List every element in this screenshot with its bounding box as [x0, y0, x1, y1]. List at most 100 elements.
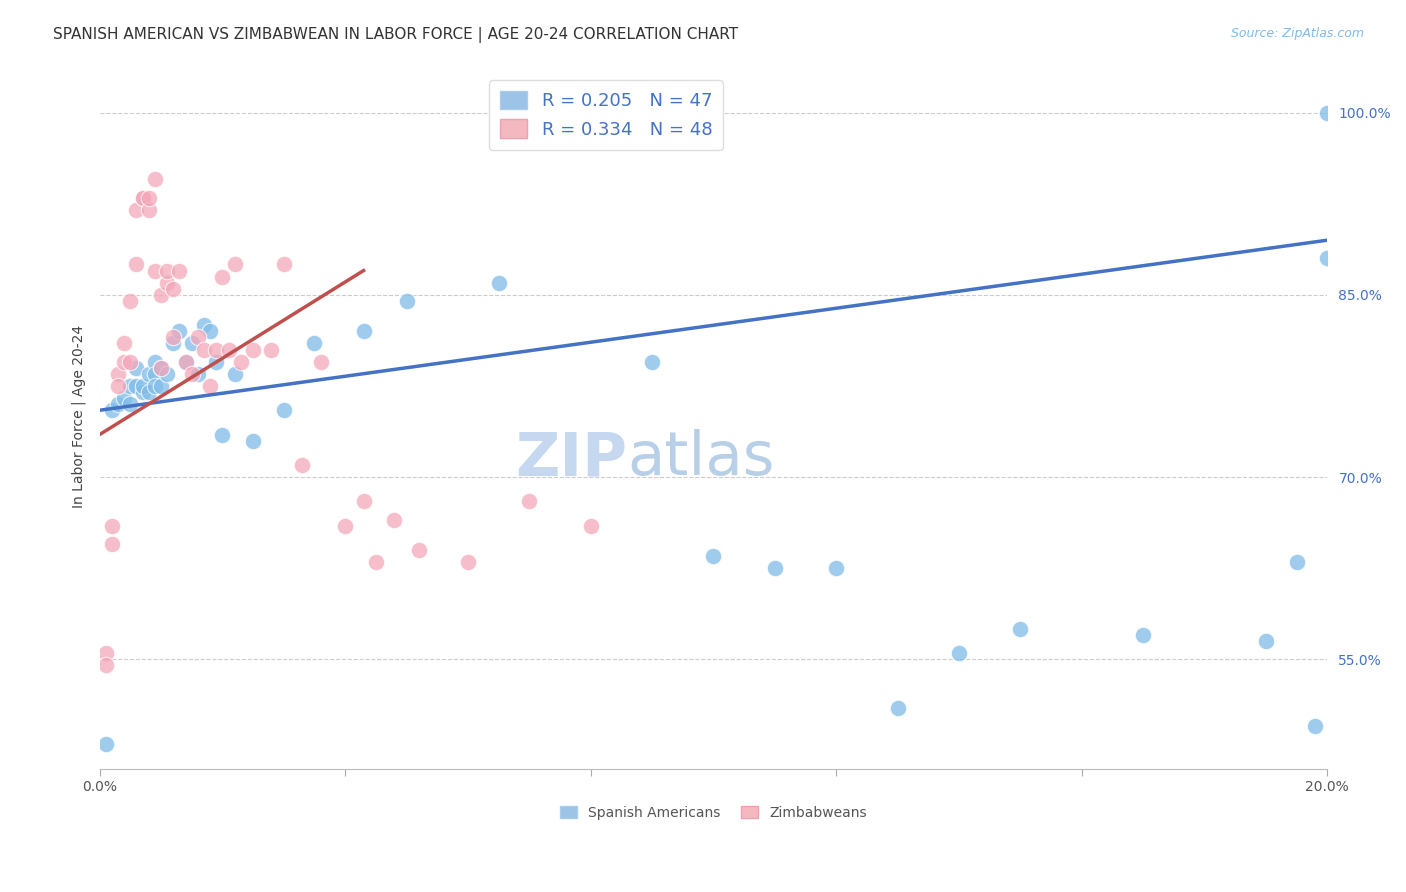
Point [224, 258, 246, 272]
Point [1303, 719, 1326, 733]
Point [205, 343, 228, 357]
Point [94, 646, 117, 660]
Point [138, 367, 160, 381]
Point [1316, 252, 1339, 266]
Point [273, 258, 295, 272]
Point [150, 360, 173, 375]
Text: Source: ZipAtlas.com: Source: ZipAtlas.com [1230, 27, 1364, 40]
Point [309, 354, 332, 368]
Point [260, 343, 283, 357]
Point [187, 367, 209, 381]
Point [101, 403, 124, 417]
Point [112, 391, 135, 405]
Point [125, 202, 148, 217]
Point [211, 269, 233, 284]
Point [1254, 634, 1277, 648]
Point [169, 263, 191, 277]
Point [94, 658, 117, 673]
Point [107, 379, 129, 393]
Point [579, 518, 602, 533]
Point [382, 512, 405, 526]
Point [517, 494, 540, 508]
Point [169, 324, 191, 338]
Text: ZIP: ZIP [516, 429, 627, 488]
Point [125, 379, 148, 393]
Point [218, 343, 240, 357]
Point [143, 367, 166, 381]
Point [242, 434, 264, 448]
Point [174, 354, 197, 368]
Point [162, 336, 184, 351]
Point [242, 343, 264, 357]
Point [120, 293, 142, 308]
Point [641, 354, 664, 368]
Point [886, 701, 908, 715]
Point [1285, 555, 1308, 569]
Text: atlas: atlas [627, 429, 775, 488]
Point [120, 397, 142, 411]
Point [198, 379, 221, 393]
Legend: Spanish Americans, Zimbabweans: Spanish Americans, Zimbabweans [555, 800, 872, 825]
Point [131, 191, 153, 205]
Point [395, 293, 418, 308]
Point [143, 379, 166, 393]
Point [187, 330, 209, 344]
Point [156, 367, 179, 381]
Point [131, 379, 153, 393]
Point [193, 343, 215, 357]
Point [138, 202, 160, 217]
Point [353, 494, 375, 508]
Point [291, 458, 314, 472]
Point [1132, 628, 1154, 642]
Point [205, 354, 228, 368]
Point [408, 543, 430, 558]
Point [156, 263, 179, 277]
Point [273, 403, 295, 417]
Point [333, 518, 356, 533]
Point [488, 276, 510, 290]
Point [101, 537, 124, 551]
Point [180, 367, 202, 381]
Y-axis label: In Labor Force | Age 20-24: In Labor Force | Age 20-24 [72, 325, 86, 508]
Point [457, 555, 479, 569]
Point [107, 367, 129, 381]
Point [211, 427, 233, 442]
Point [131, 385, 153, 400]
Point [162, 330, 184, 344]
Point [224, 367, 246, 381]
Point [138, 191, 160, 205]
Point [143, 263, 166, 277]
Point [143, 354, 166, 368]
Point [162, 282, 184, 296]
Point [825, 561, 848, 575]
Point [1316, 105, 1339, 120]
Point [94, 737, 117, 751]
Point [112, 336, 135, 351]
Point [112, 354, 135, 368]
Point [150, 379, 173, 393]
Point [107, 397, 129, 411]
Point [143, 172, 166, 186]
Point [131, 191, 153, 205]
Point [229, 354, 252, 368]
Point [304, 336, 326, 351]
Point [353, 324, 375, 338]
Point [150, 360, 173, 375]
Point [1010, 622, 1032, 636]
Point [364, 555, 387, 569]
Text: SPANISH AMERICAN VS ZIMBABWEAN IN LABOR FORCE | AGE 20-24 CORRELATION CHART: SPANISH AMERICAN VS ZIMBABWEAN IN LABOR … [53, 27, 738, 43]
Point [125, 360, 148, 375]
Point [702, 549, 724, 563]
Point [193, 318, 215, 333]
Point [174, 354, 197, 368]
Point [156, 276, 179, 290]
Point [125, 258, 148, 272]
Point [948, 646, 970, 660]
Point [180, 336, 202, 351]
Point [763, 561, 786, 575]
Point [138, 385, 160, 400]
Point [101, 518, 124, 533]
Point [150, 288, 173, 302]
Point [120, 379, 142, 393]
Point [198, 324, 221, 338]
